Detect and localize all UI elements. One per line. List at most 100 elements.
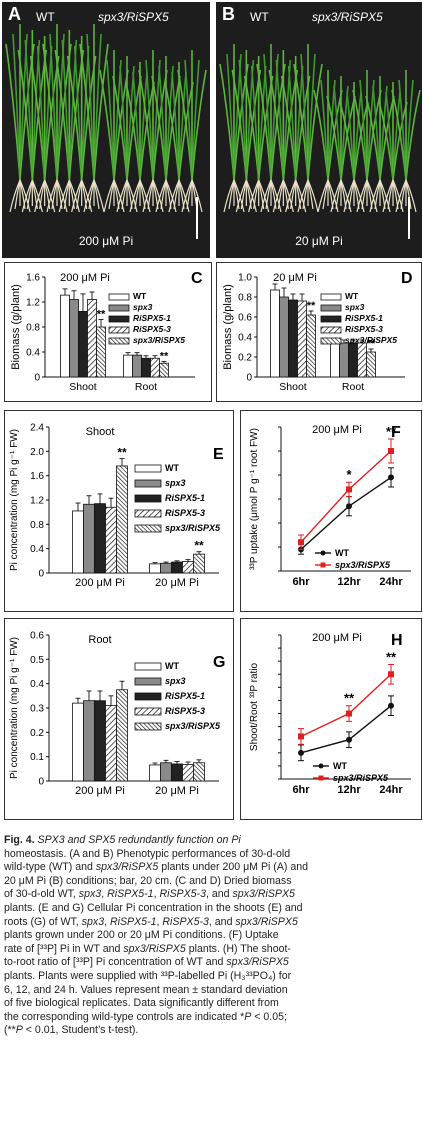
figure-caption: Fig. 4. SPX3 and SPX5 redundantly functi… bbox=[4, 834, 422, 1038]
y-tick-label: 0 bbox=[34, 373, 40, 384]
root bbox=[147, 179, 154, 210]
root bbox=[134, 179, 141, 210]
y-tick-label: 0.6 bbox=[238, 313, 252, 324]
caption-segment: SPX3 and SPX5 redundantly function on Pi bbox=[34, 834, 241, 846]
x-tick-label: Root bbox=[135, 381, 157, 393]
legend-swatch bbox=[320, 304, 342, 312]
wt-label: WT bbox=[36, 10, 55, 24]
bar bbox=[357, 342, 367, 378]
root bbox=[173, 179, 180, 210]
root bbox=[51, 179, 58, 210]
root bbox=[186, 179, 193, 210]
caption-line: (**P < 0.01, Student’s t-test). bbox=[4, 1024, 422, 1038]
bar bbox=[83, 700, 95, 782]
root bbox=[152, 179, 164, 213]
data-point bbox=[298, 749, 304, 756]
legend-label: spx3/RiSPX5 bbox=[165, 721, 221, 731]
bar bbox=[69, 299, 79, 378]
plants-illustration bbox=[5, 24, 207, 213]
x-tick-label: 12hr bbox=[337, 784, 361, 796]
legend-swatch bbox=[134, 707, 162, 716]
legend-swatch bbox=[108, 315, 130, 323]
y-axis-label: Pi concentration (mg Pi g⁻¹ FW) bbox=[9, 429, 20, 571]
caption-segment: to-root ratio of [³³P] Pi concentration … bbox=[4, 956, 227, 969]
root bbox=[340, 179, 352, 213]
caption-segment: RiSPX5-1 bbox=[109, 915, 157, 928]
legend-label: WT bbox=[165, 463, 179, 473]
panel-e: 0 0.4 0.8 1.2 1.6 2.0 2.4 Pi concentration (mg … bbox=[4, 410, 234, 612]
root bbox=[366, 179, 378, 213]
bar bbox=[116, 689, 128, 782]
legend-label: spx3 bbox=[133, 302, 153, 312]
legend-label: RiSPX5-3 bbox=[133, 324, 171, 334]
significance-mark: * bbox=[346, 467, 352, 482]
y-axis-label: Shoot/Root ³³P ratio bbox=[249, 662, 260, 751]
x-tick-label: 6hr bbox=[292, 784, 310, 796]
y-tick-label: 0.4 bbox=[26, 348, 40, 359]
caption-segment: Fig. 4. bbox=[4, 834, 35, 846]
data-point bbox=[298, 539, 304, 546]
data-point bbox=[388, 448, 394, 454]
root bbox=[270, 179, 282, 213]
caption-line: the corresponding wild-type controls are… bbox=[4, 1011, 422, 1025]
legend-label: spx3/RiSPX5 bbox=[165, 523, 221, 533]
bar bbox=[193, 762, 205, 782]
root bbox=[265, 179, 272, 210]
legend-label: spx3 bbox=[345, 302, 365, 312]
leaf bbox=[93, 43, 109, 181]
bar bbox=[339, 342, 349, 378]
plants-illustration bbox=[219, 44, 421, 213]
caption-segment: rate of [³³P] Pi in WT and bbox=[4, 942, 124, 955]
y-tick-label: 1.0 bbox=[238, 273, 252, 284]
legend-swatch bbox=[320, 326, 342, 334]
root bbox=[14, 179, 21, 210]
y-tick-label: 0 bbox=[246, 373, 252, 384]
y-axis-label: Biomass (g/plant) bbox=[222, 284, 234, 370]
caption-segment: < 0.05; bbox=[251, 1010, 287, 1023]
panel-letter: A bbox=[8, 4, 21, 24]
root bbox=[277, 179, 284, 210]
y-tick-label: 1.6 bbox=[26, 273, 40, 284]
root bbox=[379, 179, 391, 213]
chart-title: 200 μM Pi bbox=[312, 632, 362, 644]
root bbox=[31, 179, 43, 213]
data-point bbox=[346, 710, 352, 717]
bar bbox=[78, 310, 88, 378]
caption-segment: roots (G) of WT, bbox=[4, 915, 82, 928]
caption-segment: spx3/RiSPX5 bbox=[235, 915, 298, 928]
root bbox=[307, 179, 319, 213]
root bbox=[322, 179, 329, 210]
legend-swatch bbox=[134, 479, 162, 488]
chart-title: 200 μM Pi bbox=[60, 272, 110, 284]
caption-segment: plants. (H) The shoot- bbox=[185, 942, 291, 955]
chart-title: Shoot bbox=[86, 426, 115, 438]
root bbox=[245, 179, 257, 213]
root bbox=[93, 179, 100, 210]
legend-label: RiSPX5-1 bbox=[165, 691, 205, 701]
x-tick-label: 200 μM Pi bbox=[75, 785, 125, 797]
root bbox=[387, 179, 394, 210]
y-tick-label: 2.4 bbox=[30, 423, 44, 434]
significance-mark: ** bbox=[97, 309, 106, 321]
root bbox=[191, 179, 203, 213]
panel-letter: E bbox=[213, 446, 224, 463]
legend-swatch bbox=[134, 509, 162, 518]
panel-letter: D bbox=[401, 270, 413, 287]
legend-label: RiSPX5-1 bbox=[133, 313, 171, 323]
panel-h: Shoot/Root ³³P ratio 200 μM Pi 6hr 12hr ** 24… bbox=[240, 618, 422, 820]
bar bbox=[160, 562, 172, 574]
legend-label: RiSPX5-3 bbox=[345, 324, 383, 334]
root bbox=[44, 179, 56, 213]
caption-segment: plants. Plants were supplied with ³³P-la… bbox=[4, 969, 292, 982]
root bbox=[361, 179, 368, 210]
root bbox=[26, 179, 33, 210]
legend-label: RiSPX5-3 bbox=[165, 508, 205, 518]
root bbox=[39, 179, 46, 210]
bar bbox=[171, 763, 183, 782]
chart-d: 0 0.2 0.4 0.6 0.8 1.0 Biomass (g/plant) 20 μM P… bbox=[222, 270, 413, 393]
panel-g: 0 0.1 0.2 0.3 0.4 0.5 0.6 Pi concentration (mg … bbox=[4, 618, 234, 820]
caption-line: roots (G) of WT, spx3, RiSPX5-1, RiSPX5-… bbox=[4, 916, 422, 930]
x-tick-label: 24hr bbox=[379, 576, 403, 588]
data-point bbox=[388, 474, 394, 481]
chart-title: 20 μM Pi bbox=[273, 272, 317, 284]
